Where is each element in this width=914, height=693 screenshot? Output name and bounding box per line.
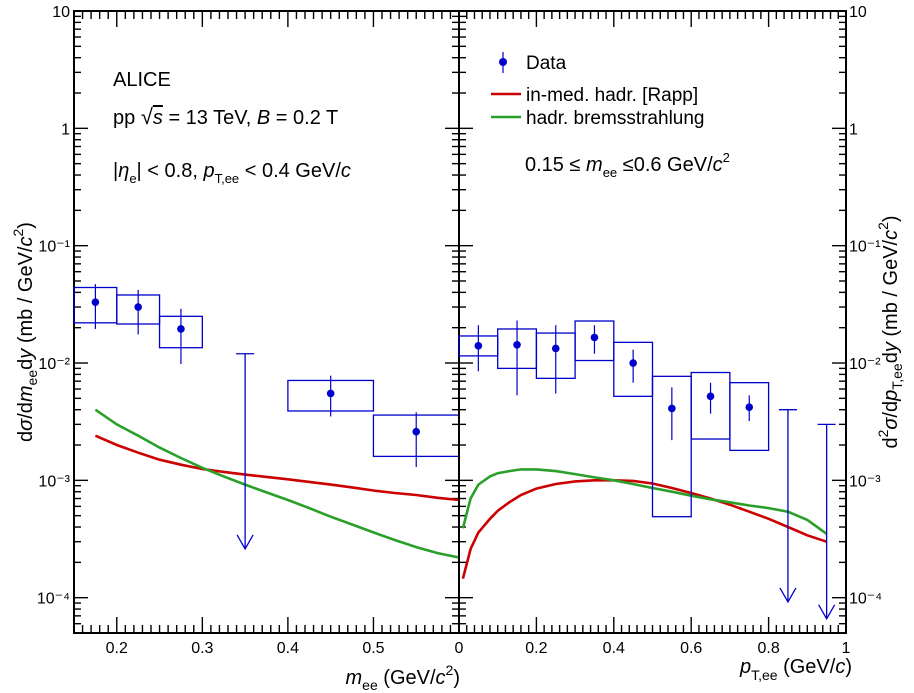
- right-x-tick-label: 0.8: [757, 640, 779, 657]
- left-curve-rapp: [94, 434, 460, 502]
- collision-system-label: pp √s = 13 TeV, B = 0.2 T: [113, 104, 338, 129]
- left-y-tick-label: 10: [52, 4, 70, 21]
- left-data-point: [177, 325, 185, 333]
- right-y-tick-label: 1: [849, 121, 858, 138]
- left-y-axis-title: dσ/dmeedy (mb / GeV/c2): [10, 222, 40, 442]
- right-y-tick-label: 10⁻¹: [849, 239, 881, 256]
- left-y-tick-label: 10⁻¹: [38, 239, 70, 256]
- legend-entry-data: Data: [499, 52, 567, 74]
- right-x-tick-label: 0.6: [680, 640, 702, 657]
- legend-label-data: Data: [526, 53, 567, 74]
- right-data-sys-box: [574, 320, 615, 362]
- legend-entry-brems: hadr. bremsstrahlung: [491, 108, 705, 129]
- left-data-point: [134, 303, 142, 311]
- right-y-tick-label: 10⁻⁴: [849, 591, 882, 608]
- left-y-tick-label: 10⁻³: [38, 473, 70, 490]
- kinematic-cuts-label: |ηe| < 0.8, pT,ee < 0.4 GeV/c: [113, 160, 351, 186]
- right-x-tick-label: 0.2: [525, 640, 547, 657]
- left-panel: 10⁻⁴ 10⁻³ 10⁻² 10⁻¹ 1 10 0.2 0.3 0.4 0.5: [37, 4, 460, 657]
- left-y-tick-label: 10⁻⁴: [37, 591, 70, 608]
- right-data-point: [474, 342, 483, 350]
- right-data-point: [551, 344, 560, 353]
- right-curve-rapp: [461, 479, 828, 580]
- right-x-tick-label: 0.4: [603, 640, 625, 657]
- legend: Data in-med. hadr. [Rapp] hadr. bremsstr…: [491, 52, 705, 129]
- left-x-axis-title: mee (GeV/c2): [345, 662, 460, 693]
- right-data-point: [706, 392, 715, 401]
- right-y-tick-label: 10⁻²: [849, 356, 881, 373]
- right-x-tick-label: 0: [455, 640, 464, 657]
- right-data-point: [629, 359, 637, 367]
- right-data-point: [513, 340, 521, 349]
- left-data-point: [326, 389, 335, 398]
- right-upper-limit-arrow: [779, 587, 797, 604]
- right-curve-bremsstrahlung: [461, 468, 828, 535]
- experiment-label: ALICE: [113, 69, 171, 91]
- left-x-tick-label: 0.3: [191, 640, 213, 657]
- right-data-point: [668, 404, 676, 413]
- left-x-tick-label: 0.4: [277, 640, 299, 657]
- left-x-tick-label: 0.2: [106, 640, 128, 657]
- left-data-point: [91, 298, 100, 306]
- right-panel: 10⁻⁴ 10⁻³ 10⁻² 10⁻¹ 1 10 0 0.2 0.4 0.6 0.8 1: [455, 4, 883, 657]
- right-data-sys-box: [613, 341, 654, 397]
- left-data-point: [412, 427, 421, 436]
- right-x-axis-title: pT,ee (GeV/c): [739, 656, 852, 683]
- left-plot-frame: [73, 10, 460, 634]
- legend-entry-rapp: in-med. hadr. [Rapp]: [491, 85, 698, 106]
- right-y-tick-label: 10⁻³: [849, 473, 881, 490]
- left-curve-bremsstrahlung: [94, 408, 460, 559]
- right-upper-limit-arrow: [818, 604, 836, 621]
- right-y-tick-label: 10: [849, 4, 867, 21]
- right-data-sys-box: [651, 375, 692, 518]
- left-upper-limit-arrow: [236, 534, 254, 551]
- right-y-axis-title: d2σ/dpT,eedy (mb / GeV/c2): [875, 215, 905, 448]
- legend-label-rapp: in-med. hadr. [Rapp]: [526, 85, 698, 106]
- left-y-tick-label: 1: [61, 121, 70, 138]
- right-data-point: [590, 333, 599, 342]
- right-data-point: [745, 403, 754, 412]
- right-data-sys-box: [729, 382, 770, 452]
- left-y-tick-label: 10⁻²: [38, 356, 70, 373]
- legend-label-brems: hadr. bremsstrahlung: [526, 108, 705, 129]
- left-x-tick-label: 0.5: [362, 640, 384, 657]
- mass-range-label: 0.15 ≤ mee ≤0.6 GeV/c2: [525, 150, 730, 180]
- right-x-tick-label: 1: [842, 640, 851, 657]
